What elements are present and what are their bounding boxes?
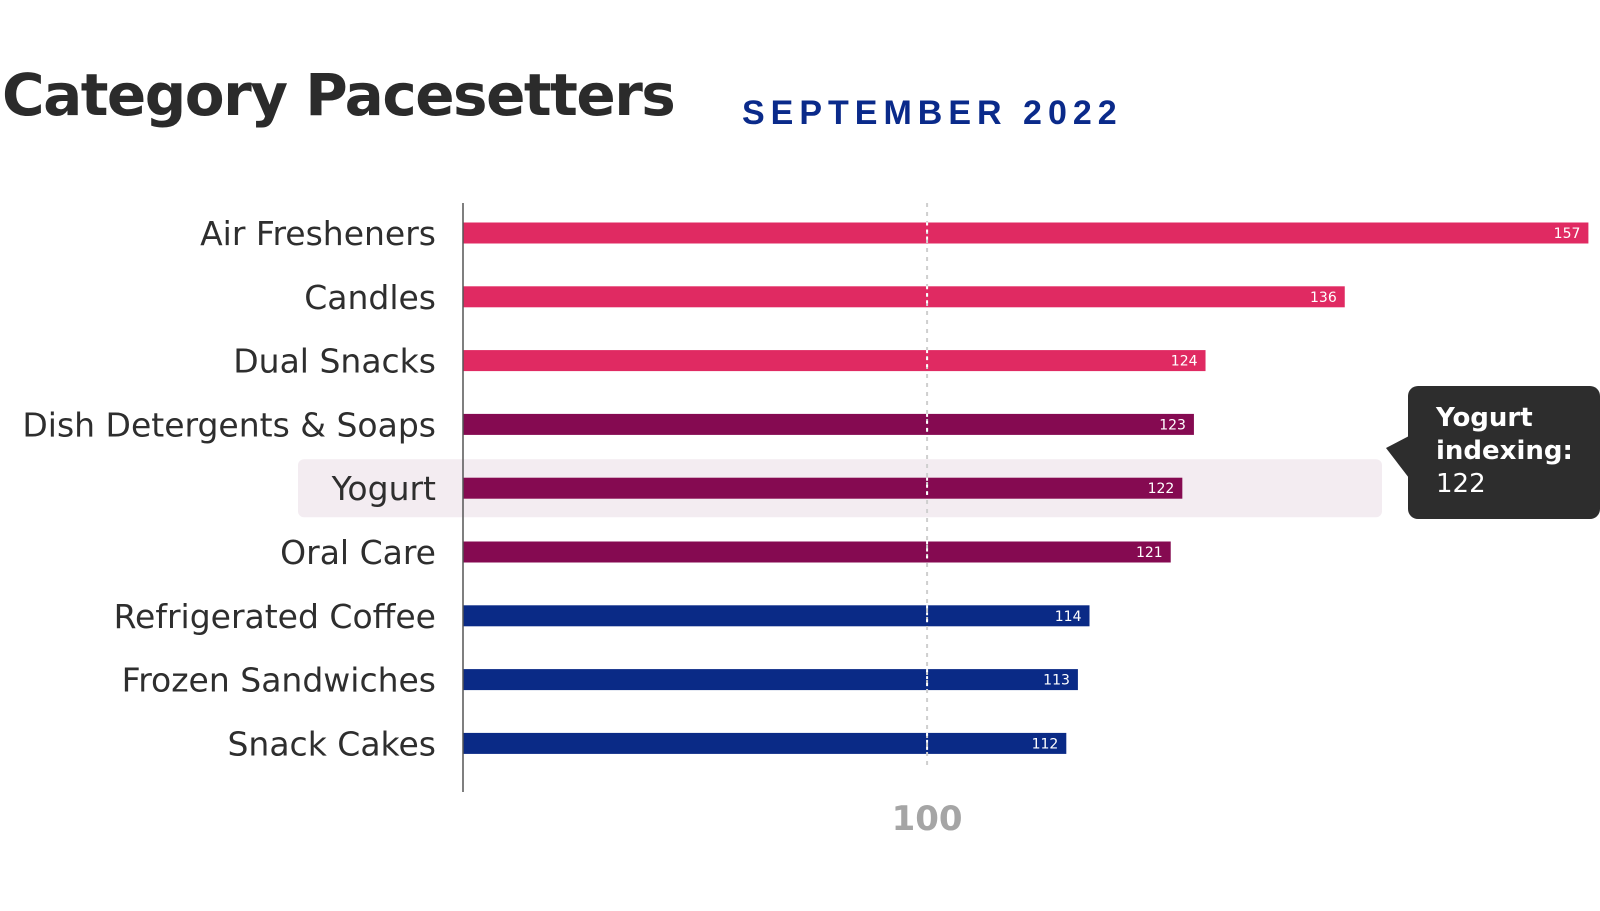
bars-layer [463, 222, 1589, 754]
bar-value-candles: 136 [1310, 290, 1337, 306]
category-label-oral-care: Oral Care [280, 533, 436, 572]
bar-value-refrigerated-coffee: 114 [1055, 609, 1082, 625]
chart-subtitle: SEPTEMBER 2022 [742, 94, 1123, 132]
category-label-air-fresheners: Air Fresheners [200, 214, 436, 253]
bar-oral-care [463, 541, 1171, 563]
bar-refrigerated-coffee [463, 605, 1090, 627]
bar-dish-detergents-soaps [463, 413, 1194, 435]
bar-value-frozen-sandwiches: 113 [1043, 673, 1070, 689]
bar-value-oral-care: 121 [1136, 545, 1163, 561]
bar-value-snack-cakes: 112 [1032, 736, 1059, 752]
bar-candles [463, 286, 1345, 308]
chart-title: Category Pacesetters [2, 61, 676, 129]
yogurt-callout: Yogurt indexing: 122 [1386, 386, 1600, 519]
category-label-candles: Candles [304, 278, 436, 317]
category-label-refrigerated-coffee: Refrigerated Coffee [114, 597, 436, 636]
bar-value-dish-detergents-soaps: 123 [1159, 417, 1186, 433]
bar-snack-cakes [463, 732, 1067, 754]
bar-frozen-sandwiches [463, 669, 1078, 691]
labels-layer: 157 Air Fresheners 136 Candles 124 Dual Snack… [22, 214, 1580, 839]
callout-line-2: indexing: [1436, 436, 1573, 466]
bar-dual-snacks [463, 350, 1206, 372]
category-label-frozen-sandwiches: Frozen Sandwiches [122, 661, 436, 700]
category-label-yogurt: Yogurt [331, 469, 436, 508]
bar-air-fresheners [463, 222, 1589, 244]
bar-value-yogurt: 122 [1148, 481, 1175, 497]
x-tick-label-100: 100 [892, 799, 963, 839]
category-label-dish-detergents-soaps: Dish Detergents & Soaps [22, 405, 436, 444]
bar-value-dual-snacks: 124 [1171, 354, 1198, 370]
category-label-snack-cakes: Snack Cakes [227, 724, 436, 763]
bar-yogurt [463, 477, 1183, 499]
category-label-dual-snacks: Dual Snacks [233, 342, 436, 381]
callout-line-1: Yogurt [1436, 403, 1533, 433]
bar-value-air-fresheners: 157 [1554, 226, 1581, 242]
callout-line-3: 122 [1436, 469, 1486, 499]
